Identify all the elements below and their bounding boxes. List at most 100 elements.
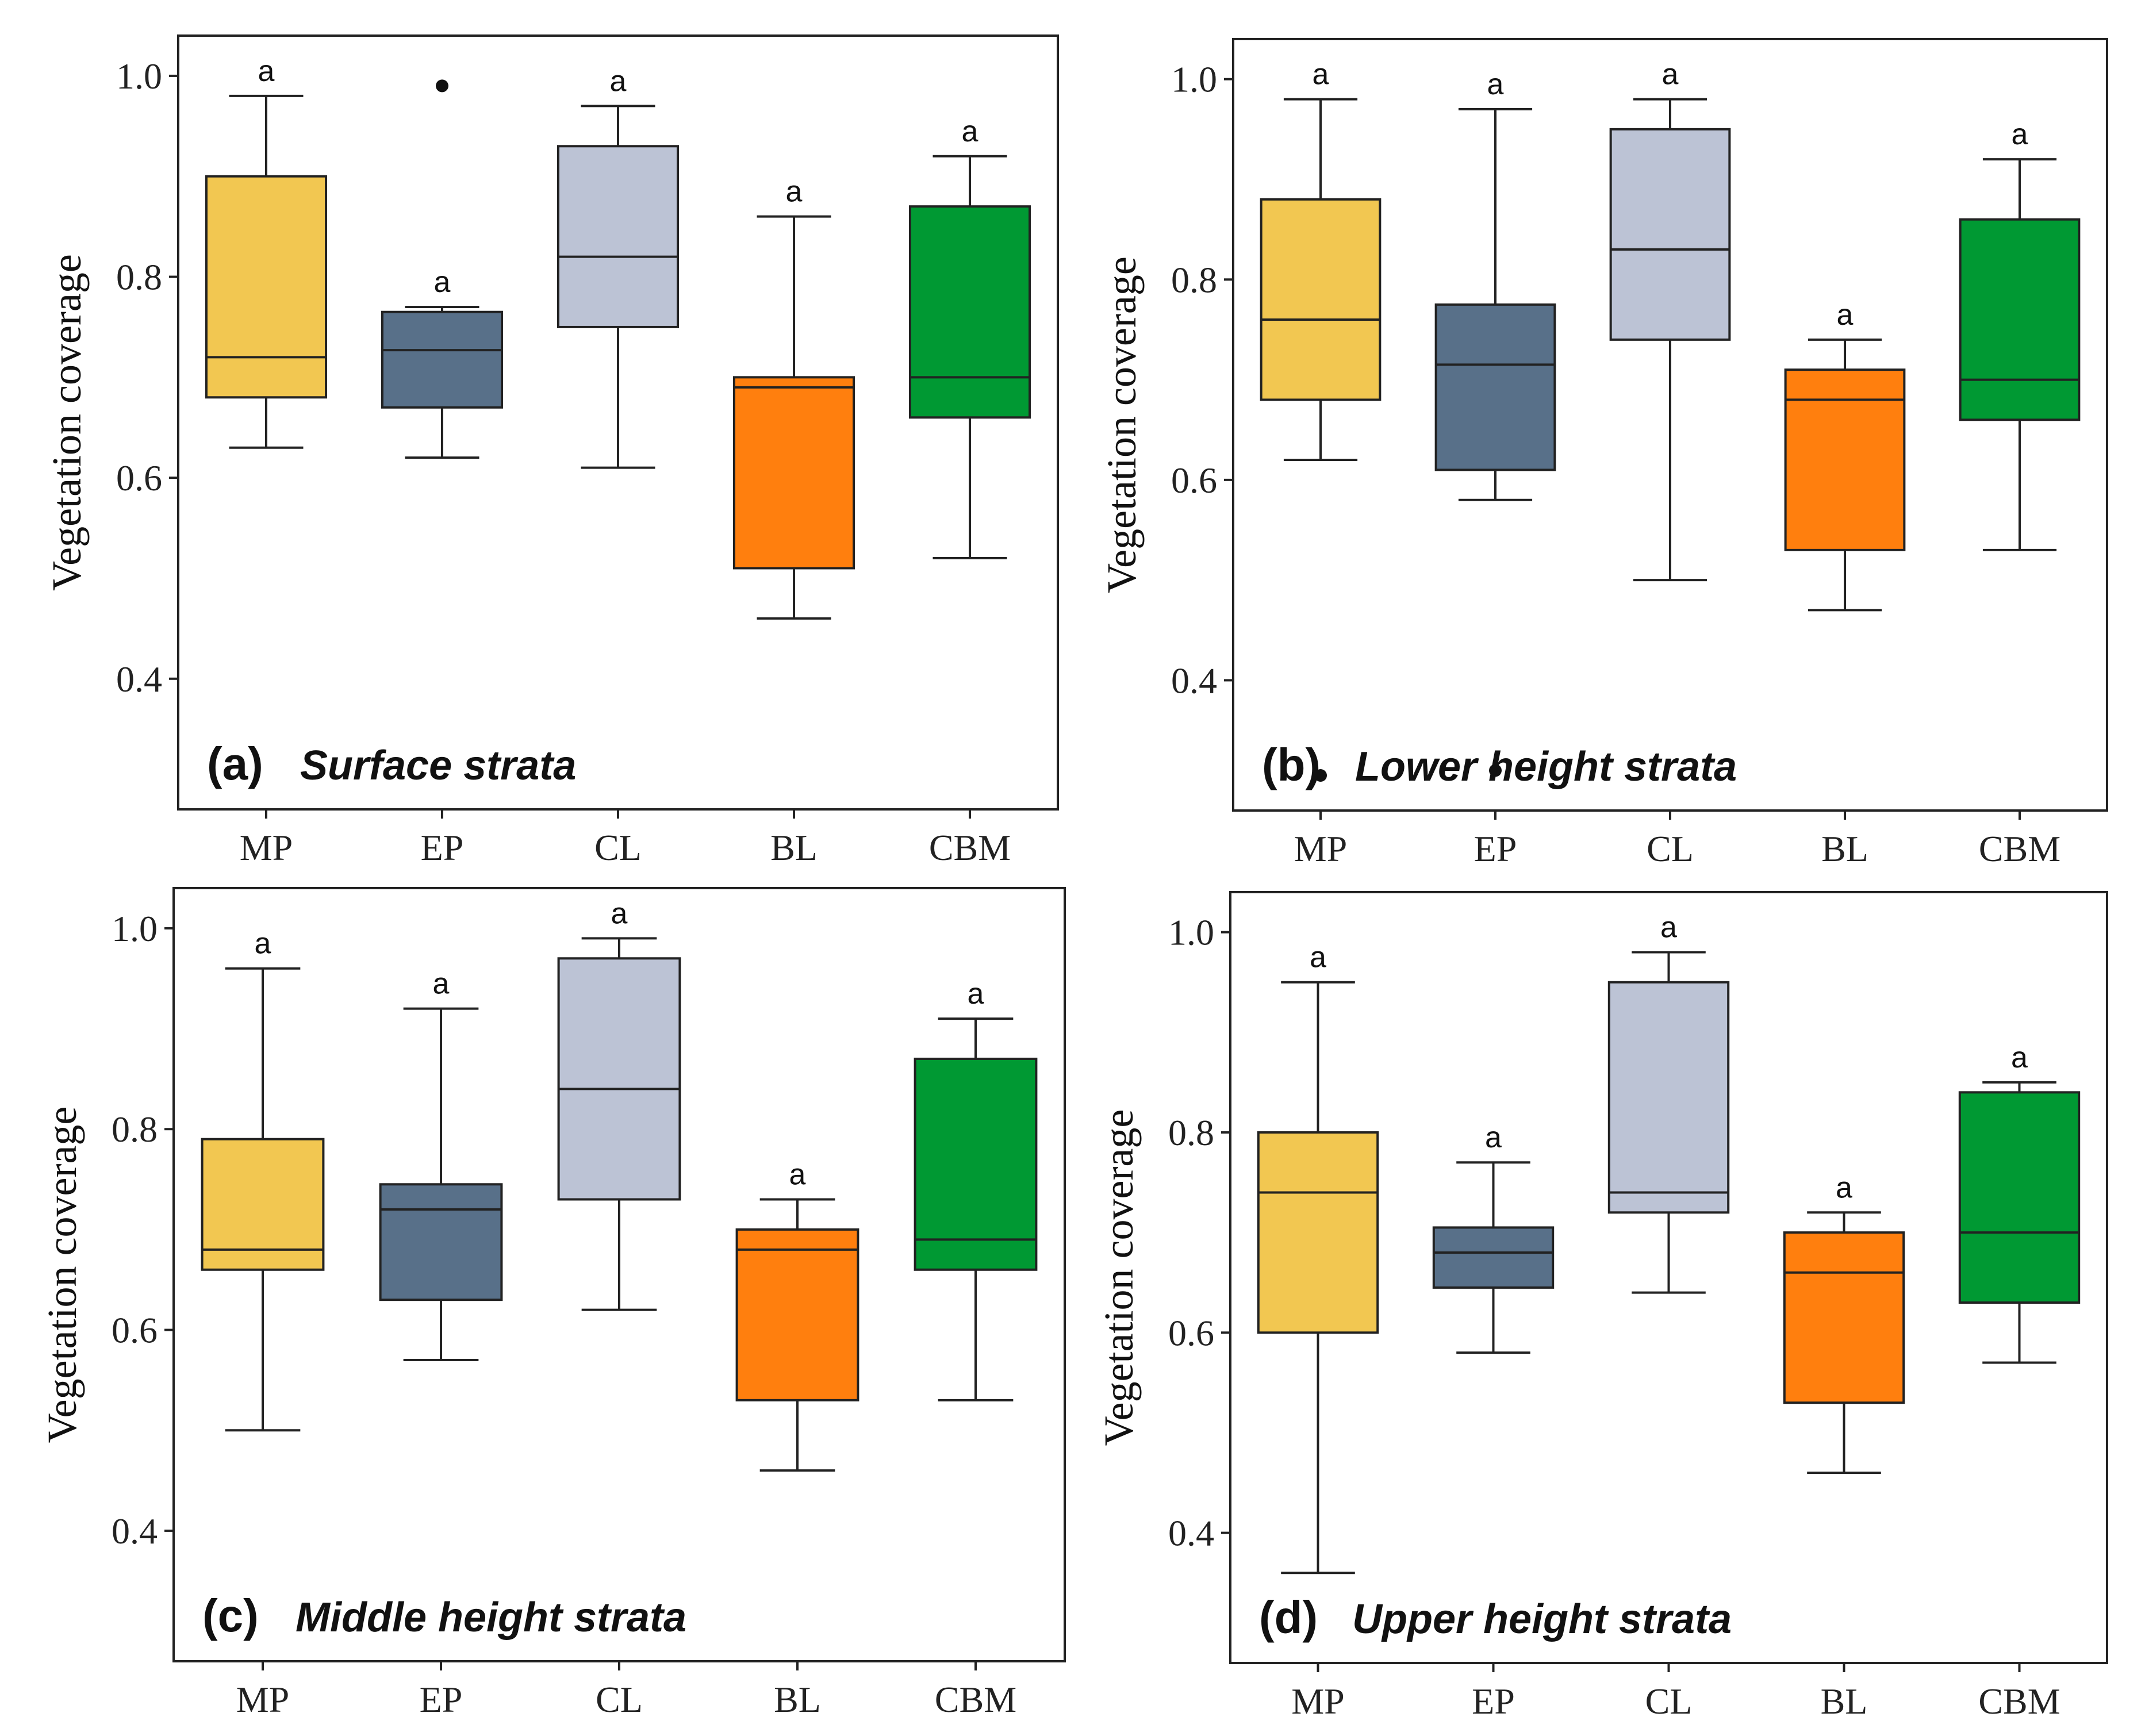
panel-label: (c) (202, 1590, 259, 1641)
y-axis-title: Vegetation coverage (39, 1107, 85, 1443)
significance-letter: a (255, 927, 271, 961)
iqr-box (908, 205, 1031, 419)
significance-letter: a (962, 115, 979, 148)
box-cl: a (557, 64, 680, 469)
significance-letter: a (1836, 1171, 1852, 1204)
x-tick-label: BL (770, 827, 818, 868)
significance-letter: a (1660, 911, 1677, 944)
box-cl: a (1609, 58, 1731, 582)
panel-b: 0.4 0.6 0.8 1.0 Vegetation coverage a MP a EP a CL… (1099, 38, 2108, 869)
box-cbm: a (908, 115, 1031, 559)
x-tick-label: CL (594, 827, 642, 868)
box-ep: a (1434, 68, 1556, 777)
y-tick-label: 1.0 (116, 56, 162, 97)
panel-title: Surface strata (300, 743, 576, 789)
x-tick-label: CBM (929, 827, 1011, 868)
significance-letter: a (2011, 1041, 2028, 1074)
panel-title: Middle height strata (296, 1595, 686, 1641)
x-tick-label: CL (1645, 1681, 1693, 1722)
box-mp: a (201, 927, 325, 1432)
outlier-point (1314, 769, 1327, 782)
x-tick-label: EP (421, 827, 464, 868)
x-tick-label: BL (774, 1679, 821, 1720)
iqr-box (1434, 303, 1556, 471)
x-tick-label: MP (1291, 1681, 1345, 1722)
y-tick-label: 0.6 (1171, 460, 1217, 501)
y-tick-label: 0.8 (1168, 1112, 1214, 1153)
y-tick-label: 0.6 (1168, 1312, 1214, 1353)
y-tick-label: 0.6 (116, 458, 162, 498)
iqr-box (1609, 128, 1731, 341)
iqr-box (557, 957, 681, 1201)
x-tick-label: CL (1647, 828, 1694, 869)
box-cbm: a (1958, 1041, 2081, 1364)
iqr-box (557, 145, 680, 328)
y-tick-label: 0.8 (112, 1109, 158, 1150)
box-cbm: a (914, 977, 1038, 1401)
outlier-point (436, 79, 448, 93)
box-cbm: a (1959, 118, 2081, 551)
box-cl: a (1607, 911, 1730, 1294)
iqr-box (205, 175, 328, 399)
significance-letter: a (1837, 298, 1854, 332)
y-tick-label: 0.6 (112, 1310, 158, 1351)
y-tick-label: 0.4 (1168, 1513, 1214, 1554)
x-tick-label: CBM (935, 1679, 1016, 1720)
iqr-box (914, 1057, 1038, 1271)
y-tick-label: 1.0 (1171, 59, 1217, 100)
x-tick-label: BL (1821, 828, 1868, 869)
box-mp: a (1260, 58, 1382, 782)
x-tick-label: MP (1294, 828, 1348, 869)
significance-letter: a (433, 967, 450, 1001)
y-tick-label: 1.0 (112, 908, 158, 949)
box-ep: a (381, 79, 504, 459)
y-tick-label: 0.8 (116, 257, 162, 298)
iqr-box (1260, 198, 1382, 401)
box-ep: a (379, 967, 503, 1361)
x-tick-label: CBM (1978, 1681, 2060, 1722)
significance-letter: a (610, 64, 627, 98)
x-tick-label: EP (420, 1679, 463, 1720)
iqr-box (1783, 1231, 1905, 1404)
x-tick-label: EP (1472, 1681, 1515, 1722)
iqr-box (1257, 1131, 1379, 1334)
x-tick-label: CL (596, 1679, 643, 1720)
panel-a: 0.4 0.6 0.8 1.0 Vegetation coverage a MP a EP a CL… (44, 34, 1059, 868)
iqr-box (381, 310, 504, 409)
box-bl: a (1783, 1171, 1905, 1474)
box-mp: a (205, 55, 328, 449)
iqr-box (1959, 218, 2081, 421)
significance-letter: a (786, 175, 803, 209)
y-axis-title: Vegetation coverage (1096, 1109, 1142, 1446)
iqr-box (732, 376, 855, 570)
panel-label: (d) (1259, 1592, 1318, 1643)
significance-letter: a (1662, 58, 1679, 91)
box-mp: a (1257, 941, 1379, 1574)
significance-letter: a (789, 1158, 806, 1191)
x-tick-label: MP (240, 827, 293, 868)
outlier-point (1489, 764, 1502, 777)
significance-letter: a (1487, 68, 1504, 101)
iqr-box (1784, 368, 1906, 551)
y-tick-label: 0.4 (1171, 660, 1217, 701)
x-tick-label: BL (1821, 1681, 1868, 1722)
panel-title: Lower height strata (1355, 744, 1737, 790)
significance-letter: a (611, 897, 628, 930)
significance-letter: a (1310, 941, 1326, 974)
box-bl: a (1784, 298, 1906, 612)
panel-label: (a) (207, 738, 263, 789)
iqr-box (735, 1228, 859, 1401)
x-tick-label: MP (236, 1679, 290, 1720)
panel-d: 0.4 0.6 0.8 1.0 Vegetation coverage a MP a EP a CL… (1096, 891, 2108, 1722)
x-tick-label: CBM (1979, 828, 2060, 869)
significance-letter: a (434, 266, 451, 299)
significance-letter: a (258, 55, 275, 88)
x-tick-label: EP (1474, 828, 1517, 869)
iqr-box (1432, 1226, 1555, 1289)
panel-label: (b) (1262, 739, 1321, 790)
y-axis-title: Vegetation coverage (44, 254, 90, 591)
box-bl: a (732, 175, 855, 620)
panel-title: Upper height strata (1352, 1596, 1732, 1642)
y-axis-title: Vegetation coverage (1099, 256, 1145, 593)
